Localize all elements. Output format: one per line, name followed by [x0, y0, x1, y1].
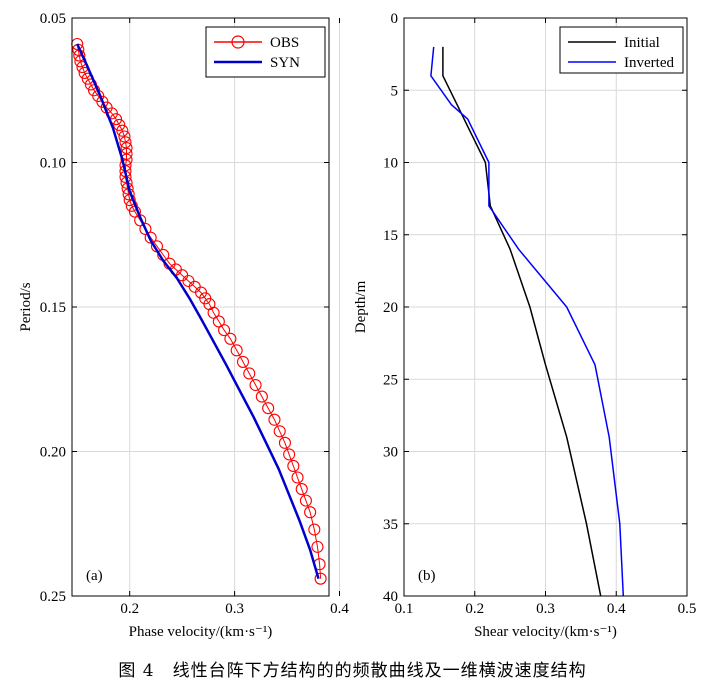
obs-point [120, 153, 133, 166]
obs-point [207, 306, 220, 319]
series-initial [442, 46, 602, 597]
x-tick-label: 0.1 [395, 601, 414, 617]
series-inverted [430, 46, 625, 597]
inverted-line [430, 46, 625, 597]
obs-point [224, 332, 237, 345]
panel-a: 0.2 0.3 0.4 0.05 0.10 0.15 0.20 0.25 (a) Phase ve… [18, 11, 349, 640]
x-tick-label: 0.2 [120, 601, 139, 617]
obs-point [236, 355, 250, 368]
syn-line [76, 43, 320, 580]
figure-caption: 图 4 线性台阵下方结构的的频散曲线及一维横波速度结构 [118, 661, 587, 681]
panel-b: 0.1 0.2 0.3 0.4 0.5 0 5 10 15 20 25 30 35 40 (b) Shear … [353, 11, 696, 640]
obs-point [314, 572, 327, 585]
y-tick-label: 35 [383, 517, 398, 533]
axes-frame [71, 17, 330, 597]
legend-box [559, 26, 684, 74]
figure: 0.2 0.3 0.40.050.100.150.200.25(a)Phase ve… [18, 11, 696, 640]
obs-point [308, 523, 321, 536]
obs-point [119, 136, 132, 149]
y-axis-label: Period/s [18, 282, 34, 331]
x-tick-label: 0.2 [465, 601, 484, 617]
obs-point [299, 494, 312, 507]
obs-point [262, 402, 275, 415]
legend-box [205, 26, 326, 78]
obs-point [287, 459, 300, 473]
obs-point [230, 344, 243, 357]
y-tick-label: 30 [383, 445, 398, 461]
y-tick-label: 0.10 [40, 156, 66, 172]
y-tick-label: 25 [383, 372, 398, 388]
obs-point [255, 390, 268, 403]
panel-label: (b) [418, 568, 436, 584]
obs-point [273, 425, 286, 438]
legend-label: Initial [624, 35, 660, 51]
x-axis-label: Phase velocity/(km·s⁻¹) [129, 624, 273, 640]
x-tick-label: 0.4 [330, 601, 349, 617]
panel-label: (a) [86, 568, 103, 584]
obs-point [249, 378, 262, 392]
obs-point [283, 448, 296, 461]
y-tick-label: 5 [391, 83, 399, 99]
obs-point [268, 413, 281, 426]
obs-point [278, 436, 291, 449]
y-axis-label: Depth/m [353, 280, 369, 333]
y-tick-label: 0 [391, 11, 399, 27]
obs-point [139, 222, 152, 236]
y-tick-label: 0.05 [40, 11, 66, 27]
obs-point [311, 540, 324, 553]
obs-point [295, 483, 308, 496]
obs-point [243, 367, 256, 380]
x-tick-label: 0.4 [607, 601, 626, 617]
obs-point [113, 118, 126, 131]
obs-point [125, 199, 138, 212]
obs-point [118, 130, 131, 143]
y-tick-label: 20 [383, 300, 398, 316]
obs-point [120, 142, 133, 155]
obs-point [144, 231, 157, 244]
obs-point [304, 506, 317, 519]
legend: OBS SYN [205, 26, 326, 78]
x-tick-label: 0.5 [678, 601, 697, 617]
legend-marker [231, 35, 245, 49]
y-tick-label: 0.20 [40, 445, 66, 461]
axes-frame [403, 17, 688, 597]
x-tick-label: 0.3 [536, 601, 555, 617]
y-tick-label: 0.25 [40, 589, 66, 605]
y-tick-label: 40 [383, 589, 398, 605]
obs-point [218, 324, 231, 337]
legend-label: OBS [270, 35, 299, 51]
legend-label: SYN [270, 55, 300, 71]
series-syn [76, 43, 320, 580]
legend: Initial Inverted [559, 26, 684, 74]
y-tick-label: 10 [383, 156, 398, 172]
initial-line [442, 46, 602, 597]
obs-point [212, 315, 225, 328]
legend-label: Inverted [624, 55, 674, 71]
obs-point [291, 471, 304, 484]
x-axis-label: Shear velocity/(km·s⁻¹) [474, 624, 617, 640]
y-tick-label: 15 [383, 228, 398, 244]
obs-point [116, 124, 129, 137]
x-tick-label: 0.3 [225, 601, 244, 617]
y-tick-label: 0.15 [40, 300, 66, 316]
